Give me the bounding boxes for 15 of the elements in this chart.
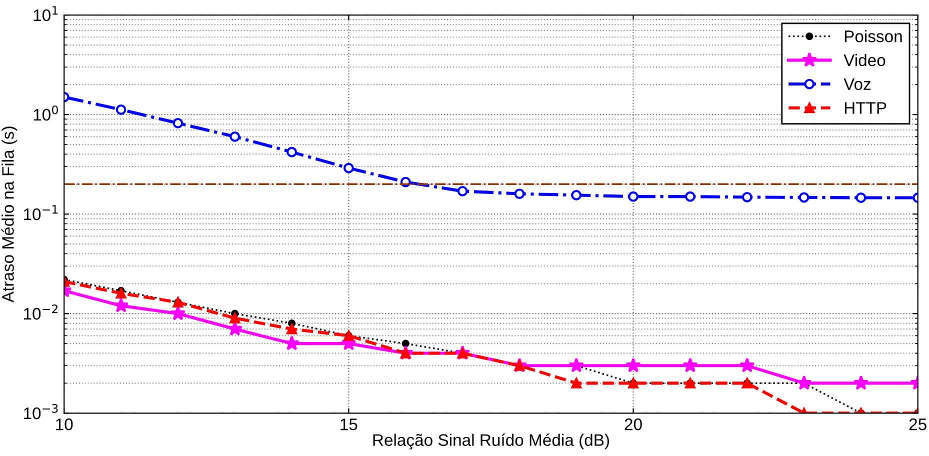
y-tick-label: 10$^{−1}$	[24, 205, 58, 220]
y-tick-label: 10$^{−3}$	[24, 404, 58, 420]
x-tick-label: 10	[56, 418, 73, 430]
legend-label: Video	[844, 54, 886, 66]
x-tick-label: 20	[624, 418, 642, 430]
legend-label: Poisson	[844, 30, 902, 42]
x-tick-label: 25	[909, 418, 926, 430]
x-axis-title: Relação Sinal Ruído Média (dB)	[373, 434, 609, 450]
y-tick-label: 10$^{−2}$	[24, 304, 58, 320]
x-tick-label: 15	[340, 418, 358, 430]
legend-label: Voz	[844, 78, 871, 90]
y-tick-label: 10$^{0}$	[34, 105, 58, 121]
legend-label: HTTP	[844, 102, 886, 114]
y-tick-label: 10$^{1}$	[34, 6, 58, 22]
y-axis-title: Atraso Médio na Fila (s)	[1, 126, 18, 303]
